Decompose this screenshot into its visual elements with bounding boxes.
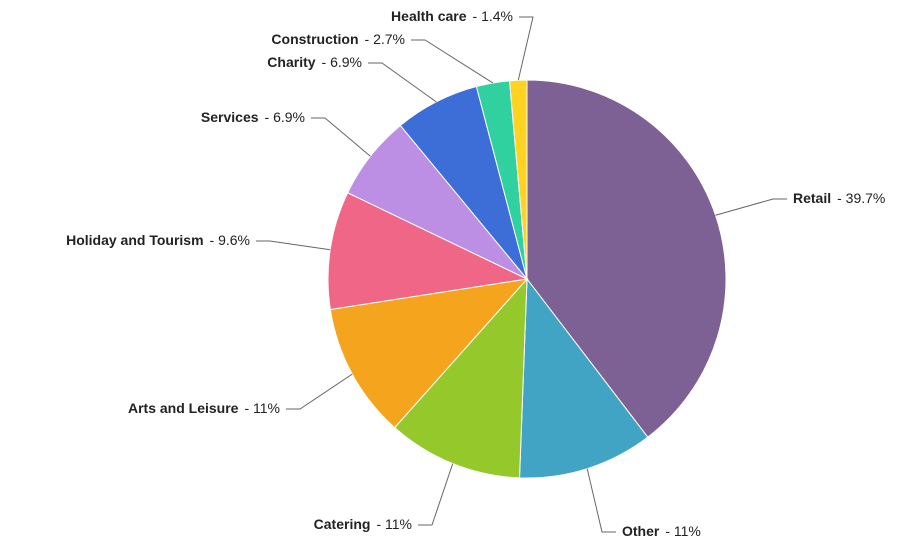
slice-value: - 11% xyxy=(376,516,412,532)
leader-line xyxy=(418,463,454,526)
slice-value: - 6.9% xyxy=(265,109,305,125)
slice-label: Charity - 6.9% xyxy=(267,54,362,70)
slice-label: Health care - 1.4% xyxy=(391,8,513,24)
leader-line xyxy=(586,468,616,533)
slice-value: - 6.9% xyxy=(322,54,362,70)
slice-value: - 11% xyxy=(665,523,701,539)
slice-label: Retail - 39.7% xyxy=(793,190,885,206)
slice-name: Retail xyxy=(793,190,831,206)
leader-line xyxy=(286,373,353,410)
pie-slice xyxy=(526,79,727,438)
leader-line xyxy=(411,39,494,84)
slice-label: Catering - 11% xyxy=(314,516,412,532)
slice-name: Arts and Leisure xyxy=(128,400,239,416)
leader-line xyxy=(256,240,331,251)
slice-value: - 9.6% xyxy=(210,232,250,248)
slice-name: Health care xyxy=(391,8,467,24)
leader-line xyxy=(368,62,437,103)
slice-label: Construction - 2.7% xyxy=(271,31,405,47)
slice-value: - 1.4% xyxy=(473,8,513,24)
slice-value: - 39.7% xyxy=(837,190,885,206)
slice-name: Other xyxy=(622,523,660,539)
slice-name: Catering xyxy=(314,516,371,532)
slice-label: Services - 6.9% xyxy=(201,109,305,125)
slice-label: Other - 11% xyxy=(622,523,701,539)
leader-line xyxy=(311,117,371,157)
pie-slice xyxy=(393,277,528,479)
leader-line xyxy=(715,198,787,216)
slice-name: Services xyxy=(201,109,259,125)
slice-value: - 11% xyxy=(244,400,280,416)
slice-label: Arts and Leisure - 11% xyxy=(128,400,280,416)
pie-slice xyxy=(329,278,529,429)
pie-slice xyxy=(509,79,528,280)
pie-slice xyxy=(327,192,529,311)
slice-name: Construction xyxy=(271,31,358,47)
slice-name: Charity xyxy=(267,54,315,70)
slice-label: Holiday and Tourism - 9.6% xyxy=(66,232,250,248)
leader-line xyxy=(517,16,534,81)
slice-value: - 2.7% xyxy=(365,31,405,47)
slice-name: Holiday and Tourism xyxy=(66,232,203,248)
